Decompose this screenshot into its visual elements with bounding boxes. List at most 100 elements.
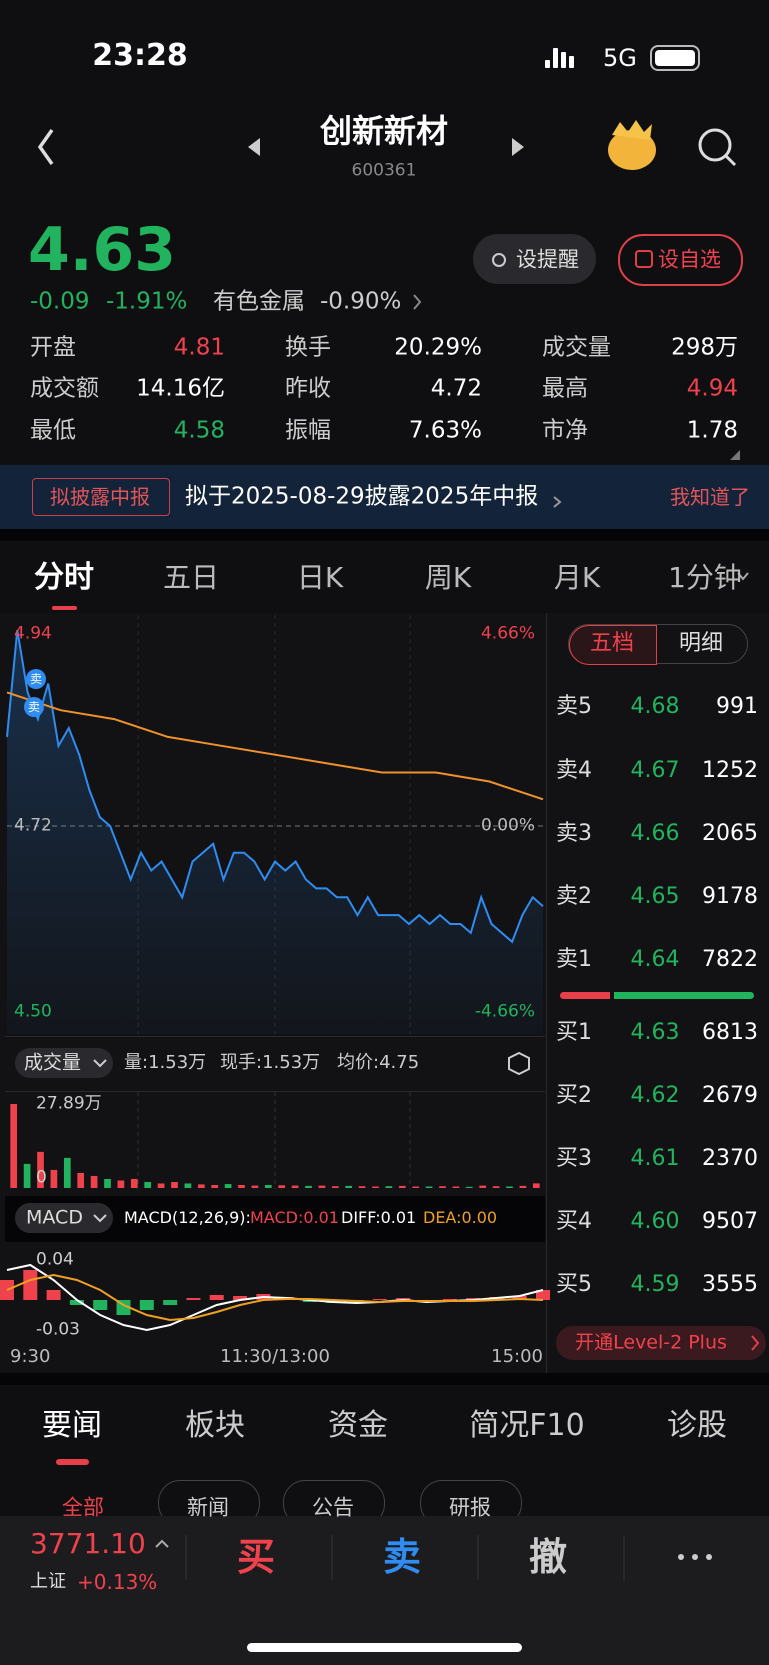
upgrade-pill[interactable] xyxy=(556,1326,766,1360)
settings-icon[interactable] xyxy=(508,1051,530,1076)
book-label: 买4 xyxy=(556,1209,592,1234)
volume-bar xyxy=(385,1186,393,1188)
book-label: 卖4 xyxy=(556,758,592,783)
y-tick-label: 0 xyxy=(36,1167,47,1188)
dropdown-icon xyxy=(737,572,749,581)
stat-label: 成交量 xyxy=(542,334,611,361)
news-tab[interactable]: 板块 xyxy=(185,1408,245,1443)
book-label: 买3 xyxy=(556,1146,592,1171)
news-subtab[interactable]: 新闻 xyxy=(187,1495,229,1520)
volume-bar xyxy=(77,1172,85,1188)
book-volume: 1252 xyxy=(702,758,758,783)
macd-params: MACD(12,26,9): xyxy=(124,1208,251,1227)
trade-mark xyxy=(26,669,46,689)
chart-tab[interactable]: 日K xyxy=(296,561,344,594)
separator xyxy=(0,1373,769,1385)
stat-label: 振幅 xyxy=(285,417,331,444)
stat-label: 换手 xyxy=(285,334,331,361)
news-tab[interactable]: 资金 xyxy=(328,1408,388,1443)
macd-bar xyxy=(163,1300,178,1305)
macd-selector-label[interactable]: MACD xyxy=(26,1206,83,1229)
trade-mark xyxy=(24,697,44,717)
separator xyxy=(0,529,769,541)
tab-underline xyxy=(52,606,77,610)
watch-icon xyxy=(635,250,653,268)
y2-tick-label: 0.00% xyxy=(480,815,535,836)
price: 4.63 xyxy=(28,215,177,285)
volume-bar xyxy=(452,1186,460,1188)
volume-bar xyxy=(224,1184,232,1188)
dropdown-icon xyxy=(93,1059,107,1068)
volume-header-bg xyxy=(5,1036,545,1092)
news-subtab[interactable]: 全部 xyxy=(62,1495,104,1520)
volume-bar xyxy=(532,1183,540,1188)
news-tab[interactable]: 要闻 xyxy=(42,1408,102,1443)
stat-label: 昨收 xyxy=(285,375,331,402)
sector-change[interactable]: -0.90% xyxy=(320,288,402,315)
search-icon[interactable] xyxy=(698,128,732,162)
battery-icon xyxy=(650,45,700,71)
volume-bar xyxy=(23,1163,31,1188)
book-price: 4.66 xyxy=(630,821,680,846)
upgrade-label[interactable]: 开通Level-2 Plus xyxy=(575,1331,727,1354)
news-tab-underline xyxy=(56,1459,89,1465)
chart-tab[interactable]: 分时 xyxy=(34,560,94,595)
book-volume: 2679 xyxy=(702,1083,758,1108)
volume-selector-label[interactable]: 成交量 xyxy=(24,1051,82,1074)
volume-bar xyxy=(104,1178,111,1188)
chevron-icon xyxy=(553,496,562,508)
macd-bar xyxy=(536,1290,550,1300)
volume-bar xyxy=(90,1175,98,1188)
mascot-icon[interactable] xyxy=(608,130,656,170)
remind-label[interactable]: 设提醒 xyxy=(516,247,579,272)
watchlist-button[interactable] xyxy=(618,234,743,286)
sector[interactable]: 有色金属 xyxy=(213,288,305,315)
book-volume: 9178 xyxy=(702,884,758,909)
macd-legend: DEA:0.00 xyxy=(423,1208,498,1227)
back-icon[interactable] xyxy=(37,128,54,166)
chart-tab[interactable]: 1分钟 xyxy=(668,561,742,594)
y2-tick-label: -4.66% xyxy=(474,1001,535,1022)
banner-text[interactable]: 拟于2025-08-29披露2025年中报 xyxy=(185,483,539,510)
prev-icon[interactable] xyxy=(248,138,260,156)
stat-value: 4.94 xyxy=(686,375,738,402)
news-tab[interactable]: 诊股 xyxy=(667,1408,727,1443)
volume-bar xyxy=(37,1151,44,1188)
chart-tab[interactable]: 月K xyxy=(553,561,601,594)
stat-label: 最高 xyxy=(542,375,588,402)
volume-bar xyxy=(238,1184,245,1188)
macd-legend: MACD:0.01 xyxy=(250,1208,339,1227)
y-tick-label: 4.72 xyxy=(14,815,52,836)
orderbook-tab-box[interactable] xyxy=(568,624,748,664)
dea-line xyxy=(6,1273,544,1322)
signal-icon xyxy=(569,56,574,68)
battery-icon xyxy=(655,50,695,66)
volume-bar xyxy=(291,1185,299,1188)
stat-value: 4.81 xyxy=(173,334,225,361)
chart-tab[interactable]: 周K xyxy=(424,561,472,594)
macd-bar xyxy=(69,1300,84,1305)
volume-bar xyxy=(519,1185,527,1188)
book-volume: 3555 xyxy=(702,1272,758,1297)
orderbook-tab[interactable]: 明细 xyxy=(678,631,724,656)
volume-bar xyxy=(305,1185,312,1188)
change: -0.09 xyxy=(30,288,90,315)
signal-icon xyxy=(545,60,550,68)
news-tab[interactable]: 简况F10 xyxy=(469,1408,585,1443)
watchlist-label[interactable]: 设自选 xyxy=(658,247,721,272)
stat-value: 4.72 xyxy=(430,375,482,402)
volume-bar xyxy=(278,1185,286,1188)
volume-bar xyxy=(425,1186,433,1188)
news-subtab[interactable]: 研报 xyxy=(449,1495,491,1520)
chart-tab[interactable]: 五日 xyxy=(162,561,220,594)
news-subtab[interactable]: 公告 xyxy=(312,1495,354,1520)
macd-bar xyxy=(46,1290,61,1300)
network: 5G xyxy=(603,44,637,72)
banner-dismiss[interactable]: 我知道了 xyxy=(670,485,750,509)
book-label: 买1 xyxy=(556,1020,592,1045)
orderbook-tab[interactable]: 五档 xyxy=(589,631,635,656)
time-label: 9:30 xyxy=(10,1346,51,1367)
book-label: 卖2 xyxy=(556,884,592,909)
book-label: 卖5 xyxy=(556,694,592,719)
next-icon[interactable] xyxy=(512,138,524,156)
